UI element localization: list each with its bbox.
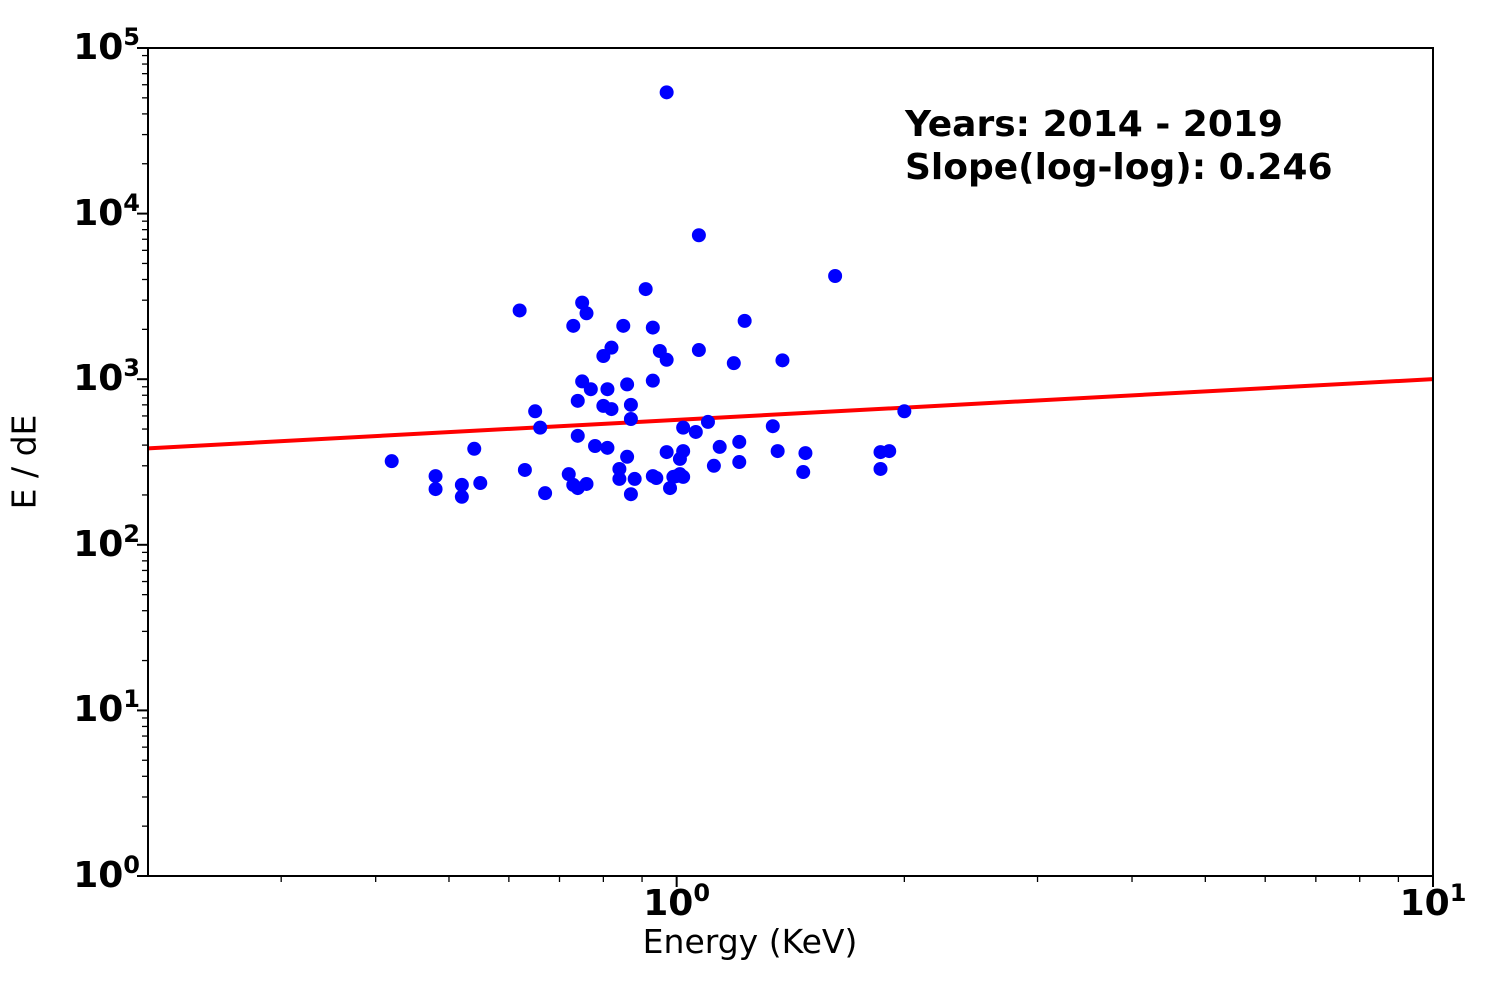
data-point bbox=[770, 444, 785, 459]
data-point bbox=[612, 461, 627, 476]
data-point bbox=[528, 404, 543, 419]
y-tick-label-1e1: 101 bbox=[73, 685, 140, 731]
data-point bbox=[659, 445, 674, 460]
data-point bbox=[676, 469, 691, 484]
data-point bbox=[798, 446, 813, 461]
data-point bbox=[828, 268, 843, 283]
data-point bbox=[561, 467, 576, 482]
data-point bbox=[579, 476, 594, 491]
data-point bbox=[691, 228, 706, 243]
data-point bbox=[765, 419, 780, 434]
data-point bbox=[645, 320, 660, 335]
data-point bbox=[596, 349, 611, 364]
data-point bbox=[627, 471, 642, 486]
data-point bbox=[575, 295, 590, 310]
data-point bbox=[588, 439, 603, 454]
data-point bbox=[600, 382, 615, 397]
data-point bbox=[533, 420, 548, 435]
x-tick-label-1e0: 100 bbox=[643, 879, 711, 924]
data-point bbox=[384, 454, 399, 469]
y-tick-label-1e2: 102 bbox=[73, 519, 140, 565]
data-point bbox=[473, 476, 488, 491]
data-point bbox=[612, 471, 627, 486]
trend-line bbox=[147, 377, 1434, 451]
data-point bbox=[712, 439, 727, 454]
data-point bbox=[517, 462, 532, 477]
data-point bbox=[428, 482, 443, 497]
data-point bbox=[897, 404, 912, 419]
data-point bbox=[454, 489, 469, 504]
data-point bbox=[538, 486, 553, 501]
annotation-years: Years: 2014 - 2019 bbox=[905, 104, 1283, 145]
data-point bbox=[775, 353, 790, 368]
data-point bbox=[566, 318, 581, 333]
data-point bbox=[623, 487, 638, 502]
data-point bbox=[467, 441, 482, 456]
x-tick-label-1e1: 101 bbox=[1399, 879, 1467, 924]
y-tick-label-1e3: 103 bbox=[73, 354, 140, 400]
data-point bbox=[732, 434, 747, 449]
x-axis-label: Energy (KeV) bbox=[642, 922, 858, 961]
data-point bbox=[616, 318, 631, 333]
data-point bbox=[882, 444, 897, 459]
data-point bbox=[649, 471, 664, 486]
data-point bbox=[623, 411, 638, 426]
data-point bbox=[604, 402, 619, 417]
data-point bbox=[620, 449, 635, 464]
data-point bbox=[638, 282, 653, 297]
data-point bbox=[645, 373, 660, 388]
data-point bbox=[579, 306, 594, 321]
y-axis-label: E / dE bbox=[4, 414, 44, 510]
data-point bbox=[796, 465, 811, 480]
data-point bbox=[663, 481, 678, 496]
annotation-slope: Slope(log-log): 0.246 bbox=[905, 147, 1333, 188]
data-point bbox=[583, 382, 598, 397]
data-point bbox=[659, 352, 674, 367]
data-point bbox=[512, 303, 527, 318]
data-point bbox=[600, 440, 615, 455]
data-point bbox=[737, 313, 752, 328]
data-point bbox=[623, 397, 638, 412]
y-tick-label-1e5: 105 bbox=[73, 23, 140, 68]
data-point bbox=[873, 461, 888, 476]
y-tick-label-1e4: 104 bbox=[73, 188, 140, 234]
data-point bbox=[672, 451, 687, 466]
axes-box bbox=[147, 47, 1434, 877]
data-point bbox=[428, 469, 443, 484]
data-point bbox=[620, 377, 635, 392]
data-point bbox=[688, 424, 703, 439]
data-point bbox=[570, 428, 585, 443]
data-point bbox=[706, 458, 721, 473]
data-point bbox=[691, 343, 706, 358]
data-point bbox=[676, 420, 691, 435]
annotation: Years: 2014 - 2019 Slope(log-log): 0.246 bbox=[905, 103, 1333, 189]
y-tick-label-1e0: 100 bbox=[73, 851, 140, 896]
data-point bbox=[659, 85, 674, 100]
data-point bbox=[732, 455, 747, 470]
data-point bbox=[700, 414, 715, 429]
data-point bbox=[454, 477, 469, 492]
data-point bbox=[726, 356, 741, 371]
data-point bbox=[570, 393, 585, 408]
